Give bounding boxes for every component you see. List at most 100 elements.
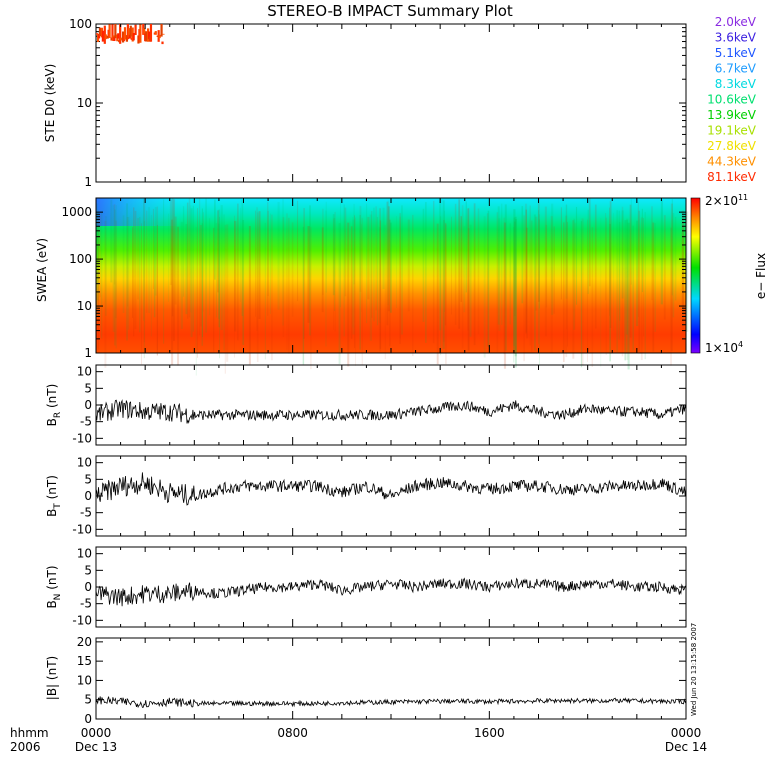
swea-stripe [636,220,639,327]
swea-stripe [114,209,116,346]
bmag-panel: 0 5 10 15 20 |B| (nT) Wed Jun 20 13:15:58 20… [45,623,698,726]
energy-legend-item: 81.1keV [707,170,757,184]
swea-stripe [190,205,192,313]
swea-stripe [685,211,689,332]
ste-d0-bar [147,31,151,39]
swea-stripe [531,220,533,352]
swea-stripe [224,224,226,374]
swea-stripe [321,227,324,313]
swea-stripe [173,199,175,341]
swea-stripe [215,222,217,318]
swea-stripe [514,216,517,357]
swea-stripe [96,212,98,318]
swea-stripe [609,224,612,362]
swea-stripe [171,198,174,317]
bn-panel: -10 -5 0 5 10 BN (nT) [45,546,687,628]
swea-stripe [509,223,512,325]
bt-y-tick-label: 5 [84,472,92,486]
bt-y-tick-label: -5 [80,506,92,520]
swea-stripe [533,214,536,351]
swea-y-tick-label: 100 [69,252,92,266]
energy-legend-item: 8.3keV [715,77,757,91]
swea-stripe [115,204,117,349]
swea-stripe [214,199,216,280]
bn-y-tick-label: -10 [72,613,92,627]
swea-stripe [353,203,355,285]
swea-stripe [587,219,588,362]
swea-stripe [444,210,445,312]
swea-stripe [359,205,362,292]
swea-stripe [350,226,353,339]
swea-stripe [347,222,350,367]
swea-stripe [352,219,355,335]
swea-stripe [248,225,251,365]
ste-d0-bar [117,33,120,39]
bn-y-tick-label: 5 [84,563,92,577]
swea-stripe [339,198,342,308]
br-ylabel: BR (nT) [45,384,63,427]
swea-stripe [539,219,540,367]
swea-stripe [574,222,576,330]
swea-stripe [513,221,516,317]
swea-stripe [573,218,575,330]
swea-stripe [375,206,377,311]
swea-stripe [588,198,591,287]
swea-stripe [325,201,327,293]
timestamp: Wed Jun 20 13:15:58 2007 [690,623,698,716]
br-y-tick-label: 0 [84,398,92,412]
swea-stripe [286,213,288,351]
swea-stripe [451,216,452,315]
swea-stripe [192,205,195,332]
swea-stripe [442,200,445,349]
swea-stripe [277,201,280,310]
br-y-tick-label: -5 [80,415,92,429]
swea-stripe [537,198,540,302]
swea-stripe [483,216,486,358]
swea-stripe [674,216,677,301]
swea-stripe [624,220,627,361]
swea-stripe [303,208,305,339]
swea-stripe [503,217,505,355]
swea-stripe [487,210,490,348]
swea-stripe [621,206,624,357]
ste-d0-bar [96,33,99,35]
swea-stripe [560,207,562,300]
swea-stripe [562,222,565,363]
swea-heatmap [96,198,686,353]
swea-stripe [473,203,476,346]
swea-stripe [205,198,207,333]
energy-legend-item: 44.3keV [707,155,757,169]
x-tick-label: 0800 [277,726,308,740]
swea-stripe [440,216,442,356]
swea-stripe [454,203,457,325]
swea-stripe [637,202,639,317]
swea-stripe [654,223,656,332]
swea-stripe [643,218,644,337]
br-y-tick-label: -10 [72,431,92,445]
ste-d0-bar [119,24,122,44]
swea-stripe [182,206,185,297]
swea-stripe [641,208,644,293]
swea-stripe [150,214,152,337]
energy-legend-item: 10.6keV [707,93,757,107]
swea-stripe [156,224,158,356]
swea-stripe [226,224,229,362]
ste-d0-bar [120,37,123,41]
swea-stripe [255,210,257,317]
swea-stripe [334,217,336,311]
swea-stripe [132,227,134,318]
ste-d0-bar [108,24,111,38]
swea-stripe [139,217,141,333]
bt-series-line [95,472,687,506]
swea-stripe [223,214,225,351]
swea-stripe [591,227,594,367]
colorbar-max-label: 2×1011 [705,193,748,208]
swea-stripe [146,210,148,313]
swea-stripe [525,209,528,333]
ste-d0-bar [113,36,116,42]
ste-d0-bar [149,24,153,42]
swea-stripe [371,211,373,318]
swea-stripe [267,202,269,316]
bmag-y-ticks: 0 5 10 15 20 [77,635,686,726]
